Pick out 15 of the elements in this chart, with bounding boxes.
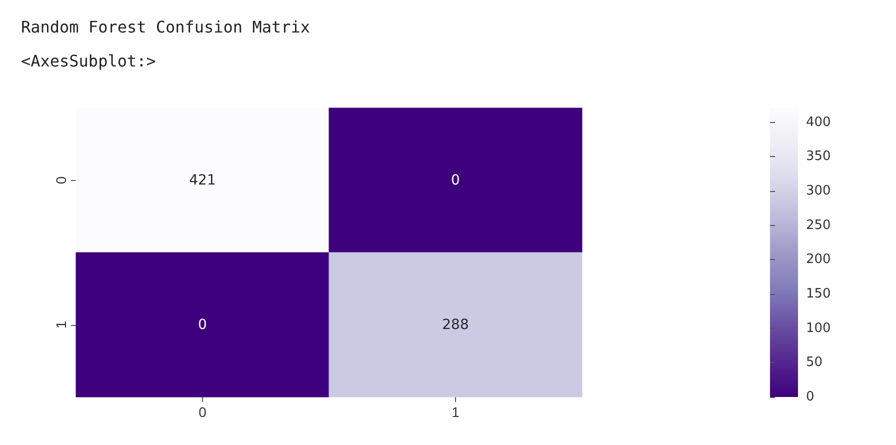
data-label: 0 — [451, 172, 460, 188]
color-bar-label: 0 — [806, 390, 814, 404]
color-bar-label: 200 — [806, 252, 831, 268]
color-bar-label: 300 — [806, 184, 831, 199]
color-bar-label: 50 — [806, 355, 823, 370]
chart-title: Random Forest Confusion Matrix — [21, 18, 310, 36]
data-label: 288 — [442, 316, 469, 333]
color-bar-label: 350 — [806, 149, 831, 164]
data-label: 421 — [189, 172, 216, 188]
color-bar-label: 250 — [806, 218, 831, 233]
color-bar-label: 400 — [806, 114, 831, 130]
color-bar-label: 150 — [806, 286, 831, 302]
chart-subtitle: <AxesSubplot:> — [21, 52, 156, 70]
data-label: 0 — [198, 316, 207, 333]
color-bar-label: 100 — [806, 320, 831, 336]
